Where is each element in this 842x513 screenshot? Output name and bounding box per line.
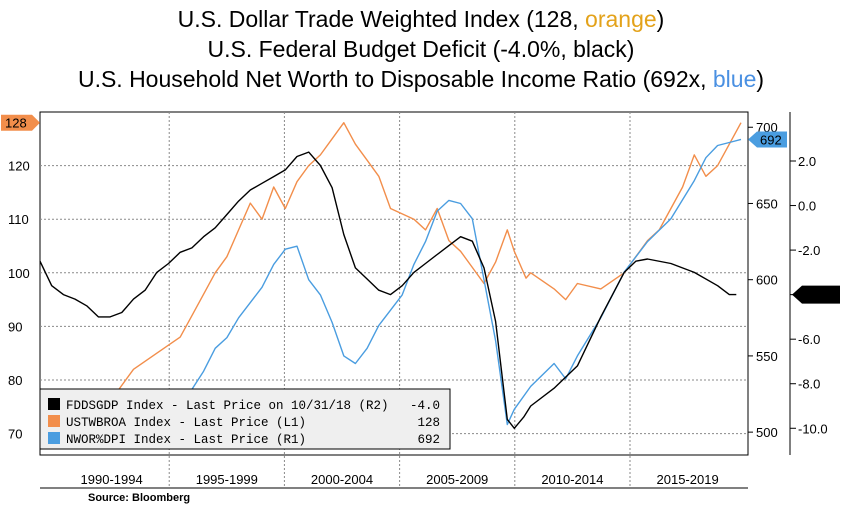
legend-value: 692: [417, 433, 440, 447]
right2-tick-label: -6.0: [798, 332, 820, 347]
legend-value: -4.0: [410, 399, 440, 413]
left-value-flag: [1, 114, 40, 131]
left-tick-label: 80: [8, 373, 22, 388]
right1-value-flag: [748, 131, 787, 148]
right1-tick-label: 550: [756, 349, 778, 364]
right1-value-flag-label: 692: [760, 132, 782, 147]
x-period-label: 1990-1994: [81, 472, 143, 487]
right1-tick-label: 650: [756, 196, 778, 211]
title-line-2: U.S. Federal Budget Deficit (-4.0%, blac…: [207, 36, 635, 62]
series-line-dollar-index: [39, 121, 742, 413]
series-line-budget-deficit: [39, 151, 737, 429]
left-tick-label: 90: [8, 319, 22, 334]
source-note: Source: Bloomberg: [88, 492, 191, 504]
legend-label: FDDSGDP Index - Last Price on 10/31/18 (…: [66, 399, 389, 413]
title-orange-word: orange: [585, 6, 657, 32]
right1-tick-label: 500: [756, 425, 778, 440]
legend-swatch: [48, 432, 60, 444]
x-period-label: 2015-2019: [657, 472, 719, 487]
legend-label: USTWBROA Index - Last Price (L1): [66, 416, 306, 430]
right2-tick-label: 2.0: [798, 154, 816, 169]
title-line-1-suffix: ): [656, 6, 665, 32]
legend-swatch: [48, 398, 60, 410]
left-value-flag-label: 128: [5, 116, 27, 131]
title-line-3: U.S. Household Net Worth to Disposable I…: [0, 64, 842, 94]
left-tick-label: 70: [8, 427, 22, 442]
x-period-label: 2000-2004: [311, 472, 373, 487]
left-tick-label: 120: [8, 159, 30, 174]
left-tick-label: 110: [8, 212, 29, 227]
plot-frame: [39, 111, 749, 456]
x-period-label: 1995-1999: [196, 472, 258, 487]
right2-value-flag: [792, 285, 840, 304]
right2-tick-label: -2.0: [798, 243, 820, 258]
title-line-3-text: U.S. Household Net Worth to Disposable I…: [77, 66, 713, 92]
left-tick-label: 100: [8, 266, 30, 281]
x-period-label: 2005-2009: [426, 472, 488, 487]
title-line-1-text: U.S. Dollar Trade Weighted Index (128,: [177, 6, 586, 32]
title-line-1: U.S. Dollar Trade Weighted Index (128, o…: [0, 4, 842, 34]
right2-tick-label: -10.0: [798, 421, 828, 436]
right2-tick-label: -8.0: [798, 377, 820, 392]
title-line-3-suffix: ): [756, 66, 765, 92]
legend-value: 128: [417, 416, 440, 430]
right1-tick-label: 600: [756, 273, 778, 288]
legend-box: [39, 388, 451, 450]
chart-titles: U.S. Dollar Trade Weighted Index (128, o…: [0, 4, 842, 94]
right2-tick-label: 0.0: [798, 199, 816, 214]
series-line-net-worth-ratio: [39, 138, 742, 426]
title-blue-word: blue: [712, 66, 757, 92]
legend-label: NWOR%DPI Index - Last Price (R1): [66, 433, 306, 447]
x-period-label: 2010-2014: [541, 472, 603, 487]
legend-swatch: [48, 415, 60, 427]
right2-value-flag-label: -4.0: [806, 288, 828, 303]
